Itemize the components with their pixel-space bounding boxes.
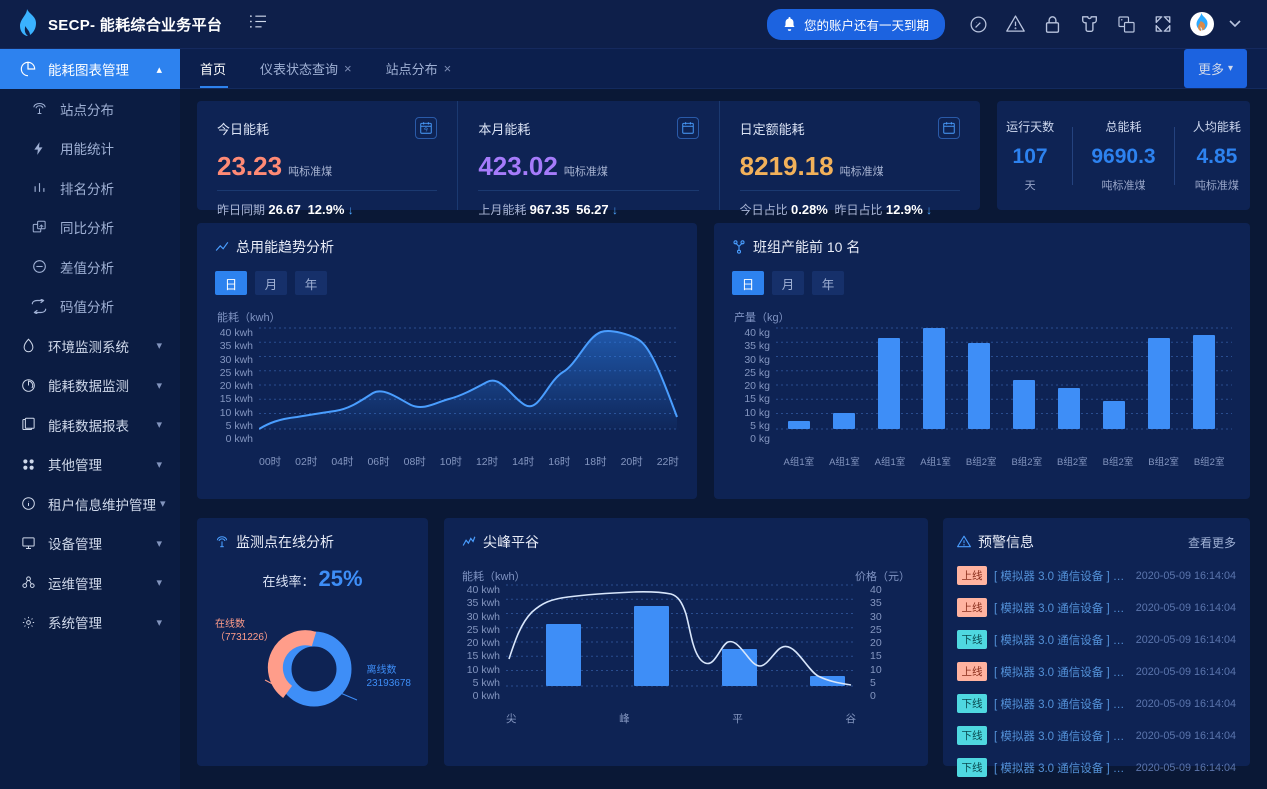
svg-text:今: 今 <box>424 126 429 133</box>
